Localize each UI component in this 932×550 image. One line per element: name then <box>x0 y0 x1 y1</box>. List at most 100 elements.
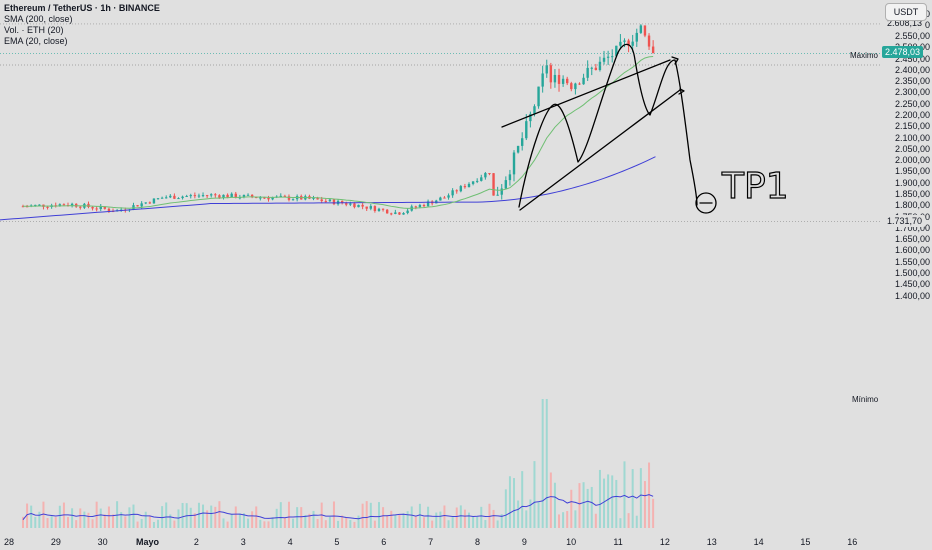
price-tick: 1.650,00 <box>894 234 930 245</box>
time-tick: 8 <box>474 537 481 547</box>
volume-bar <box>648 462 651 528</box>
time-tick: 6 <box>381 537 387 547</box>
volume-bar <box>26 503 29 528</box>
volume-bar <box>586 488 589 528</box>
candle-body <box>169 195 172 198</box>
currency-button[interactable]: USDT <box>885 3 927 21</box>
tp1-label: TP1 <box>721 166 789 207</box>
volume-bar <box>345 517 348 528</box>
candle-body <box>185 195 188 197</box>
candle-body <box>279 195 282 197</box>
volume-bar <box>255 506 258 528</box>
volume-bar <box>537 501 540 528</box>
candle-body <box>631 41 634 46</box>
candle-body <box>492 173 495 196</box>
candle-body <box>361 204 364 207</box>
time-tick: 13 <box>706 537 717 547</box>
candle-body <box>394 212 397 214</box>
price-axis[interactable]: 2.650,002.600,002.550,002.500,002.450,00… <box>880 0 932 550</box>
volume-bar <box>484 520 487 528</box>
volume-bar <box>357 515 360 528</box>
sma-line <box>0 156 656 221</box>
price-chart: TP1 <box>0 23 880 528</box>
volume-bar <box>410 506 413 528</box>
candle-body <box>398 212 401 215</box>
arrow-heads <box>671 56 685 95</box>
price-tick: 2.400,00 <box>894 64 930 75</box>
volume-bars <box>22 399 655 528</box>
min-label: Mínimo <box>852 395 879 404</box>
candle-body <box>406 210 409 214</box>
volume-bar <box>304 514 307 528</box>
candle-body <box>643 25 647 36</box>
volume-bar <box>259 519 262 528</box>
volume-bar <box>459 505 462 528</box>
candle-body <box>62 204 66 206</box>
volume-bar <box>50 516 53 528</box>
candle-body <box>312 197 315 199</box>
volume-bar <box>324 520 327 528</box>
volume-bar <box>529 499 532 528</box>
candle-body <box>316 197 319 200</box>
candle-body <box>557 74 561 84</box>
volume-bar <box>328 516 331 528</box>
candles <box>21 24 655 216</box>
candle-body <box>537 86 540 107</box>
volume-bar <box>238 513 241 528</box>
candle-body <box>91 206 94 209</box>
candle-body <box>320 199 323 202</box>
volume-bar <box>513 478 516 528</box>
volume-bar <box>611 475 614 528</box>
volume-bar <box>353 521 356 528</box>
volume-bar <box>603 478 606 528</box>
candle-body <box>566 78 569 84</box>
max-label: Máximo <box>850 51 879 60</box>
candle-body <box>402 213 405 215</box>
volume-bar <box>99 508 102 528</box>
candle-body <box>475 180 479 182</box>
volume-bar <box>496 520 499 528</box>
candle-body <box>271 197 274 200</box>
volume-bar <box>103 514 106 528</box>
candle-body <box>259 197 262 199</box>
volume-bar <box>38 511 41 528</box>
candle-body <box>38 204 41 206</box>
candle-body <box>70 203 74 206</box>
time-axis[interactable]: 28 29 30 Mayo 2 3 4 5 6 7 8 9 10 11 12 13 14 15 16 <box>0 535 932 550</box>
price-tick: 2.550,00 <box>894 31 930 42</box>
price-tick: 2.000,00 <box>894 155 930 166</box>
plot-area[interactable]: TP1 Ethereum / TetherUS · 1h · BINANCE S… <box>0 0 880 535</box>
volume-bar <box>128 507 131 528</box>
time-tick: 5 <box>334 537 340 547</box>
price-tick: 1.700,00 <box>894 222 930 233</box>
volume-bar <box>116 501 119 528</box>
volume-bar <box>533 461 536 528</box>
candle-body <box>520 138 524 146</box>
volume-bar <box>71 508 74 528</box>
price-tick: 2.250,00 <box>894 98 930 109</box>
candle-body <box>443 197 446 199</box>
volume-bar <box>251 511 254 528</box>
candle-body <box>46 206 49 208</box>
volume-bar <box>210 505 213 528</box>
price-tick: 1.450,00 <box>894 279 930 290</box>
volume-bar <box>332 501 335 528</box>
legend-vol[interactable]: Vol. · ETH (20) <box>4 25 64 35</box>
candle-body <box>373 206 377 212</box>
price-tick: 2.450,00 <box>894 53 930 64</box>
candle-body <box>385 209 389 214</box>
price-tick: 2.100,00 <box>894 132 930 143</box>
volume-bar <box>508 476 511 528</box>
volume-bar <box>197 502 200 528</box>
legend-ema[interactable]: EMA (20, close) <box>4 36 68 46</box>
upper-trendline <box>501 59 671 128</box>
candle-body <box>103 206 107 209</box>
legend-sma[interactable]: SMA (200, close) <box>4 14 73 24</box>
candle-body <box>480 177 483 181</box>
volume-bar <box>635 515 638 528</box>
candle-body <box>177 198 180 200</box>
candle-body <box>623 40 626 42</box>
volume-bar <box>144 511 147 528</box>
candle-body <box>152 198 156 204</box>
candle-body <box>267 197 270 200</box>
